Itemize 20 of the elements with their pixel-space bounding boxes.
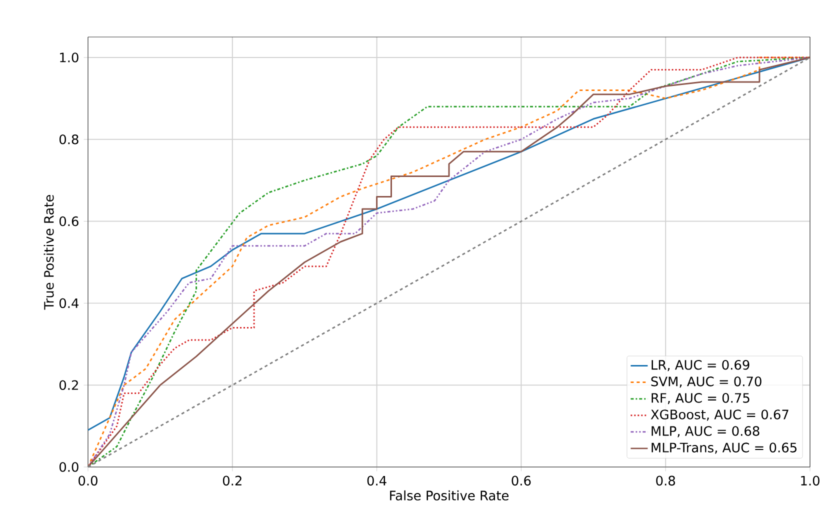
y-tick-label: 0.0 <box>59 462 78 472</box>
x-axis-title: False Positive Rate <box>390 490 509 500</box>
legend-label: MLP-Trans, AUC = 0.65 <box>652 442 796 454</box>
y-tick-label: 1.0 <box>60 52 78 62</box>
legend-label: MLP, AUC = 0.68 <box>652 426 760 438</box>
legend-label: LR, AUC = 0.69 <box>652 360 750 372</box>
legend-label: RF, AUC = 0.75 <box>652 393 750 404</box>
x-tick-label: 1.0 <box>801 476 820 486</box>
legend-label: SVM, AUC = 0.70 <box>651 376 762 388</box>
x-tick-label: 0.4 <box>367 476 386 486</box>
y-tick-label: 0.2 <box>59 380 78 390</box>
x-tick-label: 0.8 <box>656 476 676 486</box>
y-tick-label: 0.4 <box>59 298 79 308</box>
y-tick-label: 0.6 <box>59 216 78 226</box>
x-tick-label: 0.2 <box>222 476 242 486</box>
y-axis-title: True Positive Rate <box>44 194 54 310</box>
x-tick-label: 0.0 <box>78 476 98 486</box>
x-tick-label: 0.6 <box>512 476 531 486</box>
y-tick-label: 0.8 <box>59 134 78 144</box>
legend-label: XGBoost, AUC = 0.67 <box>650 410 788 421</box>
